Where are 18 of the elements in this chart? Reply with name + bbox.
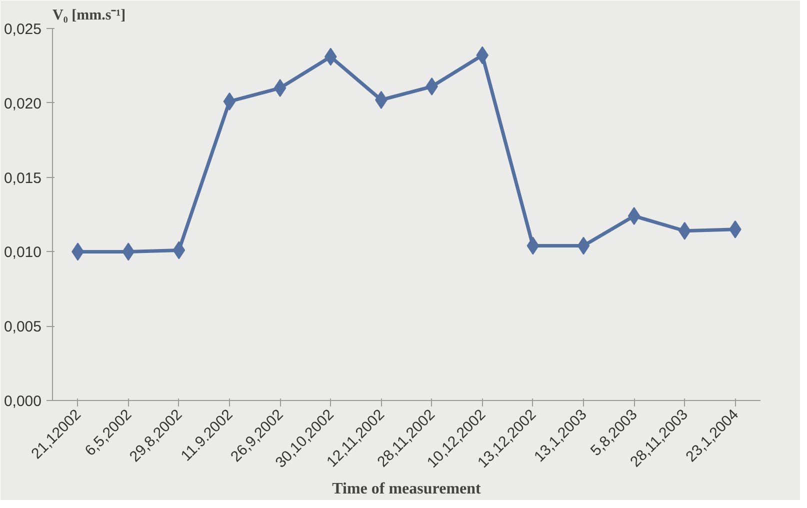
point [122,242,135,261]
y-tick-label: 0,020 [4,95,42,112]
point [324,48,337,66]
point [223,92,236,110]
point [476,46,489,64]
point [172,241,186,260]
point [526,236,540,255]
y-tick-label: 0,010 [4,244,42,262]
y-tick-label: 0,015 [4,170,42,187]
point [678,222,691,240]
y-axis-title: V₀ [mm.s⁻¹] [52,8,126,24]
y-tick-label: 0,025 [4,21,42,38]
y-tick-label: 0,005 [4,318,42,336]
point [628,206,640,225]
y-tick-label: 0,000 [4,393,42,410]
x-axis-title: Time of measurement [332,480,482,498]
point [577,236,590,255]
point [274,79,286,98]
